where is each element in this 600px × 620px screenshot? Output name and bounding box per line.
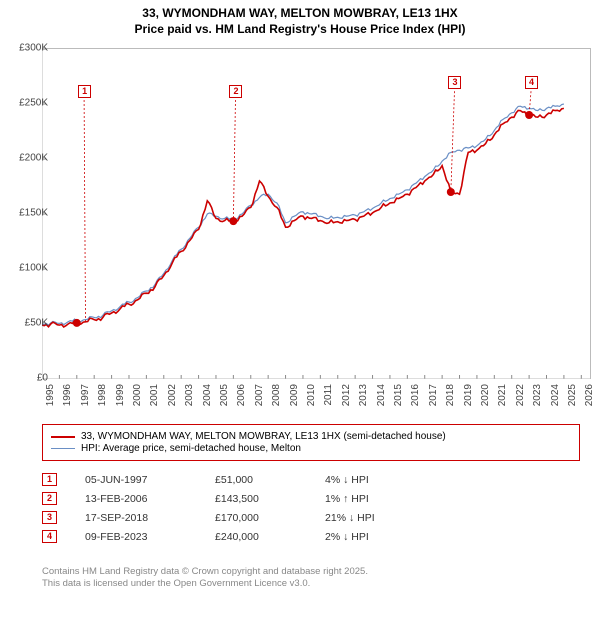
- x-tick-label: 2018: [445, 384, 456, 406]
- x-axis-labels: 1995 1996 1997 1998 1999 2000 2001 2002 2003 2004…: [42, 382, 590, 422]
- x-tick-label: 2000: [132, 384, 143, 406]
- sales-price: £170,000: [215, 512, 325, 524]
- footer-line-2: This data is licensed under the Open Gov…: [42, 578, 310, 589]
- x-tick-label: 2025: [567, 384, 578, 406]
- x-tick-label: 2020: [480, 384, 491, 406]
- sales-price: £143,500: [215, 493, 325, 505]
- sales-diff: 1% ↑ HPI: [325, 493, 455, 505]
- plot-area: [42, 48, 591, 379]
- x-tick-label: 1999: [115, 384, 126, 406]
- y-tick-label: £300K: [6, 43, 48, 54]
- footer-attribution: Contains HM Land Registry data © Crown c…: [42, 566, 368, 591]
- legend-swatch: [51, 448, 75, 449]
- series-hpi: [42, 104, 564, 325]
- chart-container: 33, WYMONDHAM WAY, MELTON MOWBRAY, LE13 …: [0, 0, 600, 620]
- sales-date: 09-FEB-2023: [85, 531, 215, 543]
- x-tick-label: 1995: [45, 384, 56, 406]
- x-tick-label: 2021: [497, 384, 508, 406]
- x-tick-label: 2019: [463, 384, 474, 406]
- chart-title: 33, WYMONDHAM WAY, MELTON MOWBRAY, LE13 …: [0, 0, 600, 37]
- series-price_paid: [42, 108, 564, 327]
- y-tick-label: £50K: [6, 318, 48, 329]
- sale-label-box: 3: [448, 76, 461, 89]
- sales-date: 17-SEP-2018: [85, 512, 215, 524]
- sales-table-row: 2 13-FEB-2006£143,5001% ↑ HPI: [42, 489, 562, 508]
- x-tick-label: 2002: [167, 384, 178, 406]
- legend-item: 33, WYMONDHAM WAY, MELTON MOWBRAY, LE13 …: [51, 431, 571, 442]
- x-tick-label: 2008: [271, 384, 282, 406]
- x-tick-label: 2004: [202, 384, 213, 406]
- x-tick-label: 1998: [97, 384, 108, 406]
- title-line-1: 33, WYMONDHAM WAY, MELTON MOWBRAY, LE13 …: [142, 6, 457, 20]
- sale-label-box: 1: [78, 85, 91, 98]
- x-tick-label: 2015: [393, 384, 404, 406]
- x-tick-label: 1996: [62, 384, 73, 406]
- x-tick-label: 2003: [184, 384, 195, 406]
- x-tick-label: 2013: [358, 384, 369, 406]
- x-tick-label: 2012: [341, 384, 352, 406]
- sales-price: £51,000: [215, 474, 325, 486]
- x-tick-label: 2014: [376, 384, 387, 406]
- legend: 33, WYMONDHAM WAY, MELTON MOWBRAY, LE13 …: [42, 424, 580, 461]
- sales-idx: 4: [42, 530, 57, 543]
- x-tick-label: 2006: [236, 384, 247, 406]
- x-tick-label: 2010: [306, 384, 317, 406]
- legend-label: 33, WYMONDHAM WAY, MELTON MOWBRAY, LE13 …: [81, 431, 446, 442]
- x-tick-label: 2001: [149, 384, 160, 406]
- y-tick-label: £200K: [6, 153, 48, 164]
- x-tick-label: 2023: [532, 384, 543, 406]
- sales-idx: 2: [42, 492, 57, 505]
- sale-label-box: 2: [229, 85, 242, 98]
- x-tick-label: 2022: [515, 384, 526, 406]
- sale-marker: [73, 319, 81, 327]
- sales-diff: 21% ↓ HPI: [325, 512, 455, 524]
- x-tick-label: 2011: [323, 384, 334, 406]
- x-tick-label: 2026: [584, 384, 595, 406]
- legend-label: HPI: Average price, semi-detached house,…: [81, 443, 301, 454]
- sale-connector: [84, 100, 85, 322]
- sales-table: 105-JUN-1997£51,0004% ↓ HPI213-FEB-2006£…: [42, 470, 562, 546]
- plot-svg: [42, 49, 590, 379]
- legend-swatch: [51, 436, 75, 438]
- sales-table-row: 3 17-SEP-2018£170,00021% ↓ HPI: [42, 508, 562, 527]
- x-tick-label: 2007: [254, 384, 265, 406]
- sales-table-row: 1 05-JUN-1997£51,0004% ↓ HPI: [42, 470, 562, 489]
- sales-date: 13-FEB-2006: [85, 493, 215, 505]
- sales-idx: 1: [42, 473, 57, 486]
- x-tick-label: 2017: [428, 384, 439, 406]
- x-tick-label: 2009: [289, 384, 300, 406]
- x-tick-label: 1997: [80, 384, 91, 406]
- title-line-2: Price paid vs. HM Land Registry's House …: [135, 22, 466, 36]
- sales-diff: 2% ↓ HPI: [325, 531, 455, 543]
- sales-date: 05-JUN-1997: [85, 474, 215, 486]
- x-tick-label: 2005: [219, 384, 230, 406]
- sales-price: £240,000: [215, 531, 325, 543]
- x-tick-label: 2024: [550, 384, 561, 406]
- sales-table-row: 4 09-FEB-2023£240,0002% ↓ HPI: [42, 527, 562, 546]
- sale-label-box: 4: [525, 76, 538, 89]
- y-tick-label: £150K: [6, 208, 48, 219]
- sale-connector: [233, 100, 235, 221]
- y-tick-label: £100K: [6, 263, 48, 274]
- x-tick-label: 2016: [410, 384, 421, 406]
- legend-item: HPI: Average price, semi-detached house,…: [51, 443, 571, 454]
- sales-idx: 3: [42, 511, 57, 524]
- sales-diff: 4% ↓ HPI: [325, 474, 455, 486]
- y-tick-label: £250K: [6, 98, 48, 109]
- footer-line-1: Contains HM Land Registry data © Crown c…: [42, 566, 368, 577]
- sale-connector: [451, 91, 455, 192]
